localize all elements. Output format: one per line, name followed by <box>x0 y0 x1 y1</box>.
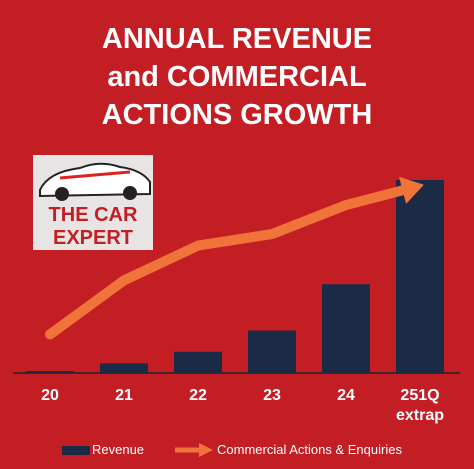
arrow-head <box>399 176 424 204</box>
bar <box>396 180 444 373</box>
legend-label: Revenue <box>92 442 145 457</box>
line <box>45 185 408 340</box>
x-tick-label: 23 <box>263 387 281 404</box>
bar <box>322 284 370 373</box>
bar <box>174 351 222 373</box>
legend-swatch <box>199 443 213 457</box>
bar <box>26 371 74 373</box>
logo-wheel <box>123 186 137 200</box>
bar <box>100 363 148 373</box>
logo-stripe <box>59 170 131 180</box>
chart-title: ANNUAL REVENUE and COMMERCIAL ACTIONS GR… <box>101 23 373 131</box>
logo-text: EXPERT <box>53 227 133 249</box>
legend-label: Commercial Actions & Enquiries <box>217 442 402 457</box>
x-tick-label: 20 <box>41 387 59 404</box>
logo: THE CAR EXPERT <box>33 155 153 250</box>
x-tick-label: 22 <box>189 387 207 404</box>
legend-swatch <box>62 446 90 455</box>
logo-text: THE CAR <box>49 204 138 226</box>
x-tick-label: 24 <box>337 387 355 404</box>
x-tick-label: 21 <box>115 387 133 404</box>
logo-wheel <box>55 187 69 201</box>
x-tick-label: 251Q extrap <box>395 387 445 424</box>
bar <box>248 330 296 373</box>
